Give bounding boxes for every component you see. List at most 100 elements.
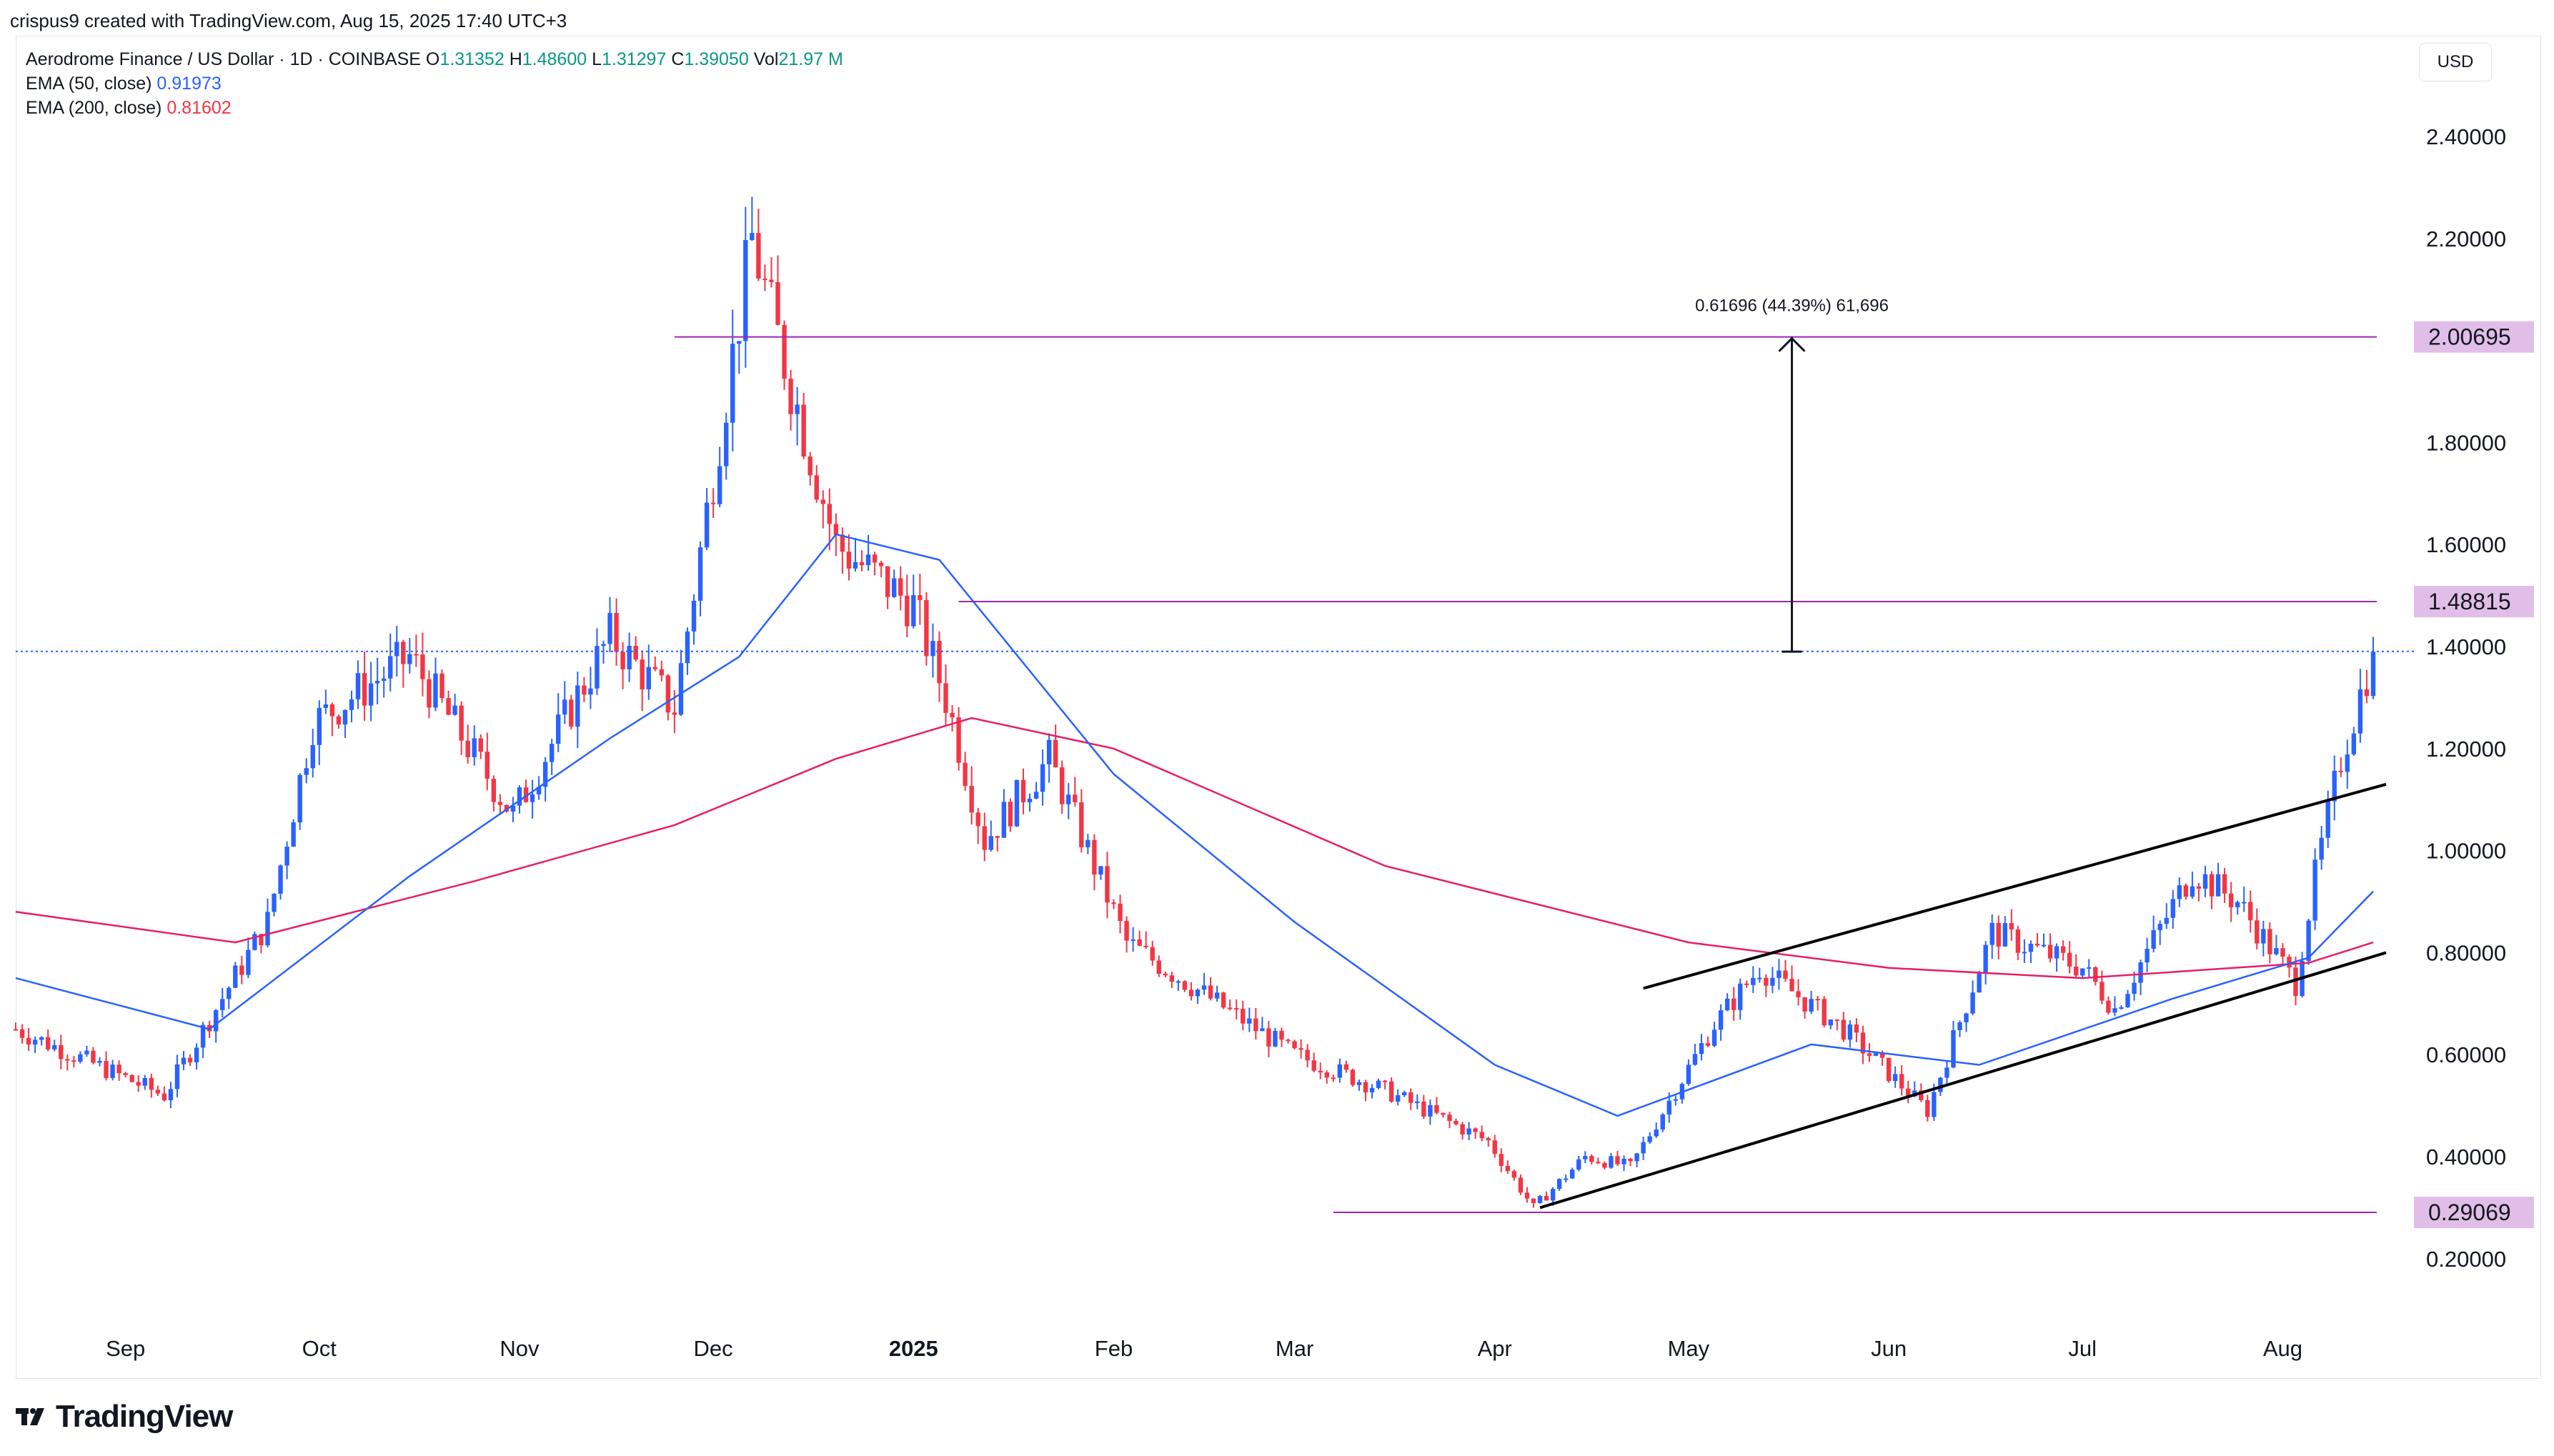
candle-body (582, 685, 587, 695)
x-axis-tick-label: Oct (302, 1336, 337, 1361)
candle-body (1615, 1156, 1620, 1165)
candle-body (1563, 1178, 1569, 1180)
candle-body (2325, 801, 2330, 838)
candle-body (1841, 1019, 1847, 1040)
candle-body (1014, 779, 1020, 827)
y-axis-tick-label: 1.00000 (2426, 839, 2506, 864)
candle-body (1892, 1074, 1898, 1082)
candle-body (1046, 739, 1052, 764)
candle-body (853, 562, 858, 569)
legend-ema200-row[interactable]: EMA (200, close) 0.81602 (26, 96, 843, 120)
candle-body (1118, 903, 1123, 922)
candle-body (1944, 1067, 1949, 1078)
candle-body (1447, 1115, 1452, 1121)
candle-body (1298, 1048, 1303, 1050)
candle-body (1286, 1039, 1291, 1042)
candle-body (1092, 839, 1097, 875)
candle-body (1738, 983, 1743, 1010)
candle-body (1511, 1171, 1517, 1178)
candle-body (1053, 739, 1058, 767)
high-value: 1.48600 (522, 49, 587, 69)
candle-body (1156, 960, 1161, 974)
candle-body (13, 1029, 19, 1031)
candle-body (2034, 944, 2040, 946)
candle-body (168, 1089, 174, 1101)
candle-body (1124, 921, 1129, 941)
candle-body (872, 554, 878, 563)
candle-body (1402, 1092, 1407, 1096)
candle-body (1764, 977, 1769, 986)
symbol-label[interactable]: Aerodrome Finance / US Dollar · 1D · COI… (26, 49, 421, 69)
candle-body (155, 1089, 161, 1094)
candle-body (427, 679, 432, 708)
candle-body (1524, 1192, 1530, 1199)
candle-body (252, 934, 257, 950)
candle-body (678, 663, 684, 715)
candle-body (969, 786, 974, 813)
candle-body (342, 709, 348, 725)
candle-body (116, 1064, 121, 1074)
candle-body (523, 787, 529, 802)
candle-body (1473, 1128, 1478, 1132)
candle-body (1260, 1028, 1265, 1032)
candle-body (2241, 902, 2247, 904)
candle-body (1001, 802, 1007, 838)
candle-body (750, 233, 755, 241)
candle-body (368, 683, 374, 706)
candle-body (620, 652, 625, 669)
candle-body (640, 659, 645, 689)
candle-body (569, 699, 574, 727)
candle-body (142, 1077, 147, 1086)
x-axis-tick-label: Jun (1871, 1336, 1907, 1361)
candle-body (2293, 967, 2298, 997)
candle-body (104, 1061, 109, 1078)
candle-body (1789, 978, 1794, 992)
candle-body (1647, 1136, 1652, 1142)
candle-body (1686, 1064, 1691, 1084)
tradingview-brand[interactable]: TradingView (16, 1399, 233, 1435)
candle-body (710, 502, 716, 504)
candle-body (1860, 1032, 1866, 1054)
candle-body (1919, 1090, 1924, 1100)
candle-body (1098, 866, 1103, 875)
candle-body (1395, 1095, 1401, 1102)
candle-body (1989, 922, 1994, 945)
candle-body (1421, 1101, 1426, 1117)
legend-ema50-row[interactable]: EMA (50, close) 0.91973 (26, 71, 843, 96)
candle-body (1415, 1101, 1420, 1103)
candle-body (1356, 1082, 1362, 1085)
x-axis-tick-label: Dec (694, 1336, 733, 1361)
candle-body (2215, 874, 2221, 897)
candle-body (1654, 1130, 1659, 1137)
candle-body (808, 457, 813, 476)
y-axis-tick-label: 2.20000 (2426, 226, 2506, 251)
candle-body (2345, 754, 2350, 772)
candle-body (1201, 985, 1207, 990)
measure-label: 0.61696 (44.39%) 61,696 (1695, 296, 1889, 316)
candle-body (1886, 1057, 1892, 1082)
candle-body (2255, 920, 2260, 944)
candle-body (1867, 1053, 1872, 1056)
ema50-line (15, 533, 2374, 1117)
y-axis-tick-label: 1.60000 (2426, 532, 2506, 557)
candle-body (1673, 1099, 1679, 1101)
candle-body (956, 717, 961, 763)
candle-body (542, 762, 548, 787)
candle-body (562, 699, 567, 715)
candle-body (2338, 770, 2343, 772)
candle-body (1434, 1105, 1439, 1113)
candle-body (691, 600, 697, 632)
candle-body (362, 673, 367, 706)
candle-body (601, 644, 606, 647)
candle-body (1182, 981, 1188, 990)
candle-body (1241, 1009, 1246, 1024)
currency-button[interactable]: USD (2419, 43, 2492, 81)
candle-body (1176, 981, 1181, 983)
candle-body (892, 578, 897, 597)
candle-body (265, 912, 270, 946)
candle-body (1408, 1092, 1413, 1103)
candle-body (575, 685, 580, 727)
candle-body (388, 656, 393, 679)
candle-body (310, 744, 315, 769)
